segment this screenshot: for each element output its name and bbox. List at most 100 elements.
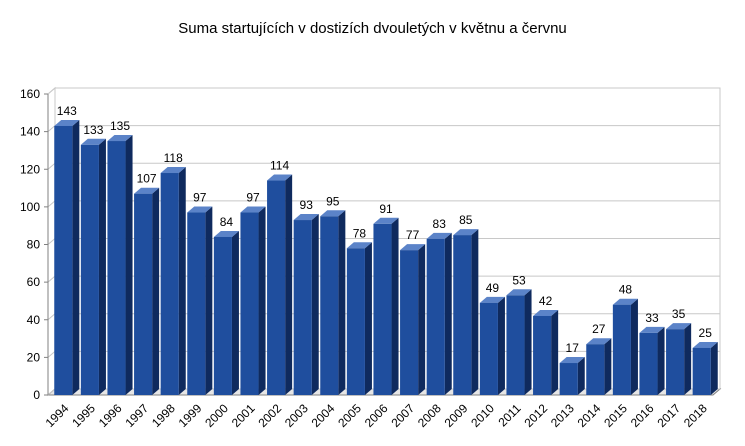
data-label: 53 — [512, 273, 526, 287]
bar-top — [586, 338, 612, 345]
bars — [54, 119, 718, 395]
bar-top — [612, 298, 638, 305]
data-label: 118 — [164, 151, 183, 165]
data-label: 133 — [83, 123, 103, 137]
bar — [559, 357, 585, 395]
data-label: 17 — [566, 341, 580, 355]
x-tick-label: 2004 — [309, 401, 338, 430]
bar-front — [666, 329, 685, 395]
bar-top — [559, 357, 585, 364]
x-tick-label: 2017 — [654, 401, 683, 430]
bar — [213, 230, 239, 395]
bar-top — [533, 309, 559, 316]
data-label: 84 — [220, 215, 234, 229]
bar-front — [559, 363, 578, 395]
bar-top — [692, 341, 718, 348]
data-label: 48 — [619, 283, 633, 297]
bar — [639, 326, 665, 395]
bar-side — [178, 167, 186, 395]
bar-front — [426, 238, 445, 395]
bar-front — [692, 347, 711, 395]
bar-front — [612, 304, 631, 395]
bar-front — [54, 125, 73, 395]
bar-front — [533, 315, 552, 395]
bar-side — [577, 357, 585, 395]
y-tick-label: 40 — [27, 313, 41, 327]
bar-top — [639, 326, 665, 333]
bar-top — [267, 174, 293, 181]
bar-front — [346, 248, 365, 395]
data-label: 114 — [270, 159, 289, 173]
chart-title: Suma startujících v dostizích dvouletých… — [178, 20, 567, 37]
bar — [692, 341, 718, 395]
x-tick-label: 1999 — [176, 401, 205, 430]
bar-top — [134, 187, 160, 194]
bar-side — [231, 230, 239, 395]
x-tick-label: 2011 — [495, 401, 523, 429]
data-labels: 143 133 135 107 118 97 84 97 114 93 95 78 91 77 83 85 49… — [57, 104, 712, 355]
bar-front — [320, 216, 339, 395]
y-tick-label: 100 — [20, 200, 40, 214]
bar-front — [479, 302, 498, 395]
x-tick-label: 1997 — [122, 401, 151, 430]
x-tick-label: 2008 — [415, 401, 444, 430]
data-label: 91 — [379, 202, 393, 216]
x-tick-label: 1994 — [43, 401, 72, 430]
bar-front — [453, 235, 472, 395]
bar-top — [426, 232, 452, 239]
bar-front — [267, 180, 286, 395]
bar-top — [160, 167, 186, 174]
bar-side — [604, 338, 612, 395]
x-tick-label: 1996 — [96, 401, 125, 430]
gridline — [47, 87, 720, 95]
bar-front — [240, 212, 259, 395]
data-label: 135 — [110, 119, 130, 133]
bar-top — [213, 230, 239, 237]
y-tick-label: 60 — [27, 275, 41, 289]
bar — [160, 167, 186, 395]
x-tick-label: 2000 — [202, 401, 231, 430]
x-tick-label: 2012 — [521, 401, 550, 430]
x-tick-label: 2002 — [255, 401, 284, 430]
bar — [400, 244, 426, 395]
bar — [187, 206, 213, 395]
bar-side — [391, 217, 399, 395]
data-label: 25 — [699, 326, 713, 340]
bar-side — [630, 298, 638, 395]
bar-side — [657, 326, 665, 395]
x-tick-label: 2016 — [628, 401, 657, 430]
bar-front — [373, 223, 392, 395]
bar — [373, 217, 399, 395]
y-tick-label: 0 — [33, 388, 40, 402]
bar-side — [152, 187, 160, 395]
bar-side — [551, 309, 559, 395]
data-label: 78 — [353, 226, 367, 240]
bar — [479, 296, 505, 395]
bar-top — [346, 242, 372, 249]
bar-front — [293, 220, 312, 395]
bar-side — [444, 232, 452, 395]
bar — [612, 298, 638, 395]
bar-top — [293, 214, 319, 221]
bar-side — [258, 206, 266, 395]
data-label: 27 — [592, 322, 606, 336]
y-tick-label: 160 — [20, 87, 40, 101]
bar-top — [107, 135, 133, 142]
bar-side — [125, 135, 133, 395]
x-tick-label: 2001 — [229, 401, 258, 430]
bar — [320, 210, 346, 395]
bar-front — [187, 212, 206, 395]
bar-top — [479, 296, 505, 303]
bar-top — [54, 119, 80, 126]
y-axis-ticks: 0 20 40 60 80 100 120 140 160 — [20, 87, 49, 402]
bar-front — [160, 173, 179, 395]
data-label: 143 — [57, 104, 77, 118]
data-label: 33 — [645, 311, 659, 325]
bar-front — [400, 250, 419, 395]
bar-top — [400, 244, 426, 251]
y-tick-label: 80 — [27, 238, 41, 252]
data-label: 85 — [459, 213, 473, 227]
x-tick-label: 2015 — [601, 401, 630, 430]
data-label: 83 — [433, 217, 447, 231]
